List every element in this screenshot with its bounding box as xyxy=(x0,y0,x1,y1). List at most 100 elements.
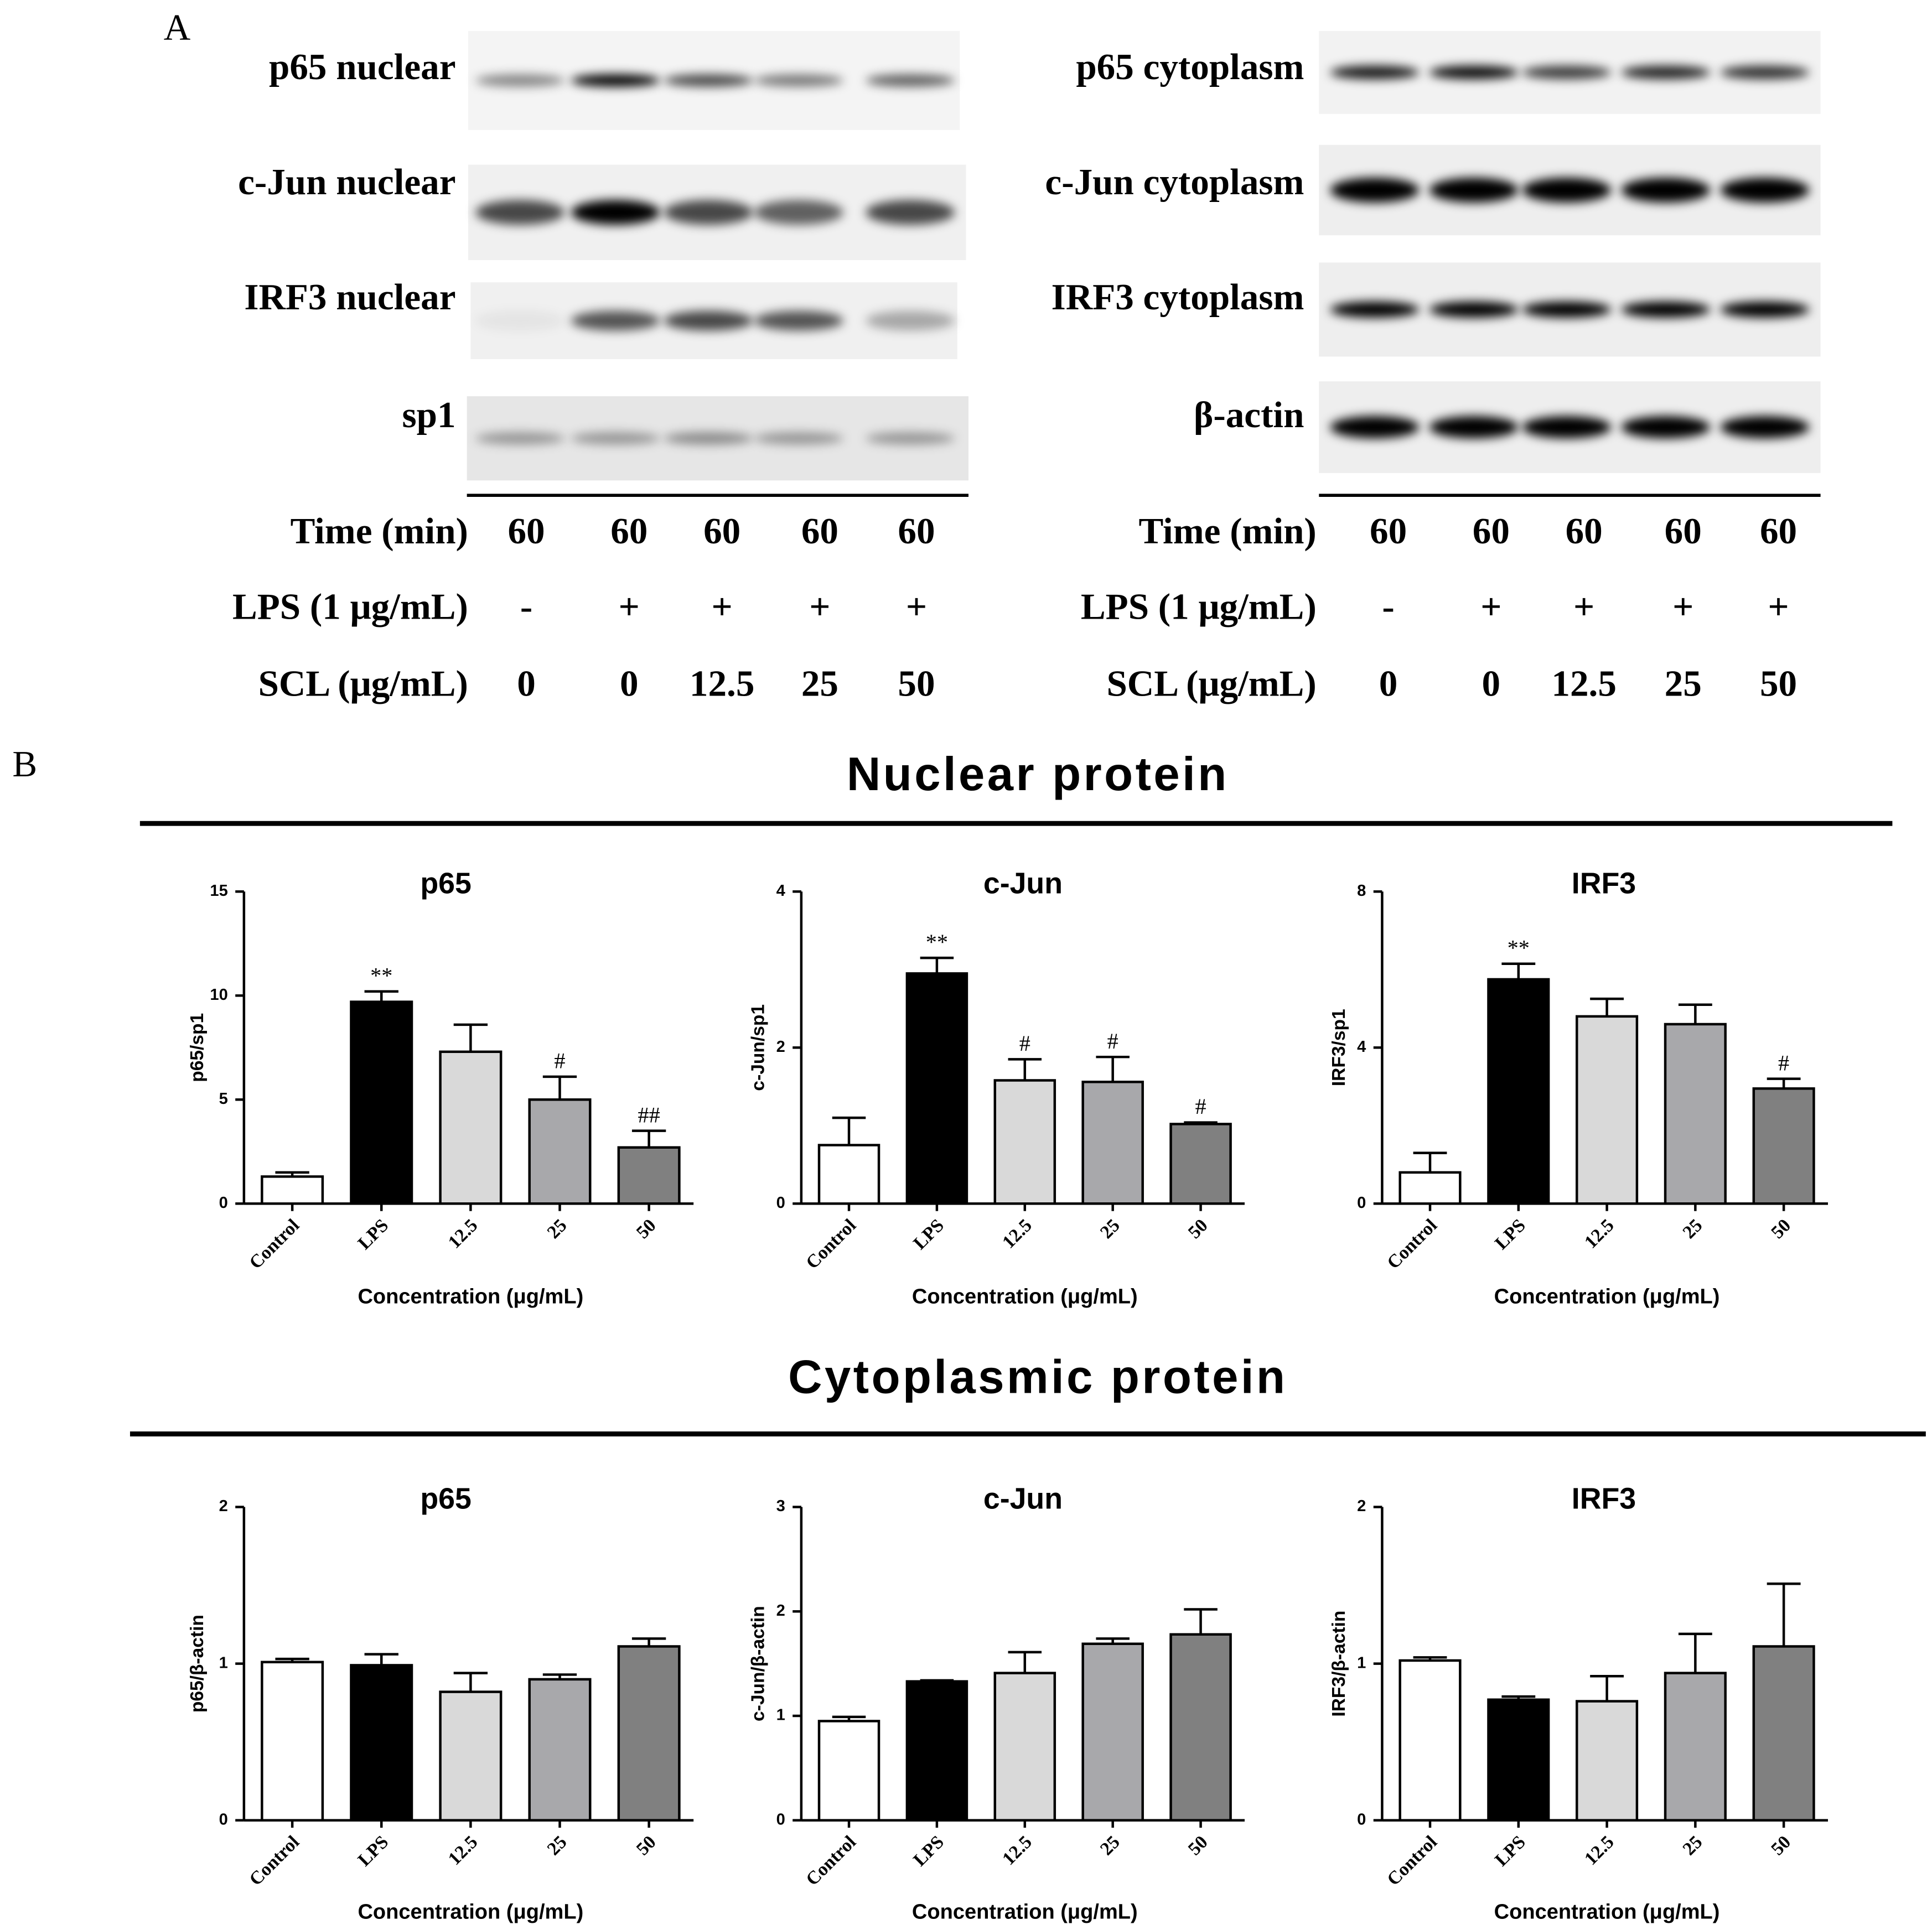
y-tick-label: 1 xyxy=(776,1706,785,1724)
condition-value: 60 xyxy=(1665,510,1702,552)
blot-band xyxy=(754,200,843,225)
y-tick-label: 4 xyxy=(776,882,786,900)
condition-value: + xyxy=(1672,586,1693,627)
significance-label: # xyxy=(554,1049,565,1073)
condition-value: 60 xyxy=(1370,510,1407,552)
bar xyxy=(439,1690,503,1822)
condition-value: 60 xyxy=(703,510,740,552)
bar-chart: IRF3 IRF3/sp1 Concentration (μg/mL) 0 4 8 Cont… xyxy=(1329,867,1829,1308)
condition-value: 25 xyxy=(1665,662,1702,704)
bar-chart: c-Jun c-Jun/sp1 Concentration (μg/mL) 0 2 4 Co… xyxy=(748,867,1245,1308)
panel-label: A xyxy=(164,6,190,48)
bar xyxy=(1081,1081,1144,1205)
bar xyxy=(905,1680,968,1822)
blot-band xyxy=(866,310,955,331)
y-tick-label: 0 xyxy=(1357,1810,1366,1828)
significance-label: # xyxy=(1107,1029,1118,1054)
x-tick-label: Control xyxy=(245,1832,303,1890)
bar xyxy=(1752,1087,1815,1205)
condition-value: 0 xyxy=(517,662,536,704)
condition-value: + xyxy=(1768,586,1789,627)
significance-label: ## xyxy=(638,1102,660,1127)
blot-band xyxy=(1621,301,1711,318)
y-tick-label: 1 xyxy=(1357,1654,1366,1672)
condition-label: SCL (μg/mL) xyxy=(1106,662,1316,704)
bar xyxy=(439,1050,503,1205)
condition-label: LPS (1 μg/mL) xyxy=(232,586,468,627)
y-tick-label: 3 xyxy=(776,1497,785,1515)
blot-band xyxy=(1720,178,1810,203)
blot-band xyxy=(571,432,660,445)
chart-title: c-Jun xyxy=(983,867,1063,900)
y-tick-label: 0 xyxy=(219,1810,228,1828)
condition-label: Time (min) xyxy=(1138,510,1316,552)
x-axis-label: Concentration (μg/mL) xyxy=(912,1901,1138,1924)
x-tick-label: Control xyxy=(1383,1215,1441,1273)
blot-band xyxy=(475,200,565,225)
condition-value: 60 xyxy=(1760,510,1797,552)
blot-band xyxy=(1522,416,1612,439)
bar xyxy=(350,1000,413,1205)
condition-value: + xyxy=(809,586,830,627)
blot-band xyxy=(1522,178,1612,203)
chart-title: p65 xyxy=(420,1482,472,1516)
significance-label: # xyxy=(1019,1031,1030,1056)
condition-value: 0 xyxy=(1482,662,1501,704)
blot-band xyxy=(664,432,753,445)
y-tick-label: 0 xyxy=(219,1194,228,1212)
x-tick-label: Control xyxy=(802,1832,860,1890)
x-tick-label: 50 xyxy=(633,1215,660,1243)
x-axis-label: Concentration (μg/mL) xyxy=(1494,1901,1720,1924)
bar xyxy=(528,1678,592,1822)
x-tick-label: 50 xyxy=(1184,1215,1212,1243)
condition-value: - xyxy=(520,586,532,627)
blot-band xyxy=(1330,416,1420,439)
bar xyxy=(1169,1123,1232,1205)
x-tick-label: 12.5 xyxy=(1581,1215,1618,1253)
condition-value: 60 xyxy=(610,510,648,552)
x-tick-label: LPS xyxy=(354,1832,393,1870)
x-tick-label: 12.5 xyxy=(444,1215,482,1253)
chart-title: p65 xyxy=(420,867,472,900)
blot-band xyxy=(754,74,843,87)
condition-value: + xyxy=(1480,586,1501,627)
condition-value: 12.5 xyxy=(690,662,754,704)
x-tick-label: 25 xyxy=(1679,1832,1707,1859)
bar xyxy=(261,1661,324,1822)
condition-value: 60 xyxy=(898,510,935,552)
blot-band xyxy=(1621,416,1711,439)
x-tick-label: LPS xyxy=(1491,1215,1530,1254)
x-tick-label: 12.5 xyxy=(444,1832,482,1869)
blot-band xyxy=(664,310,753,331)
condition-label: Time (min) xyxy=(291,510,468,552)
blot-band xyxy=(1330,301,1420,318)
bar xyxy=(1487,1698,1550,1822)
bar xyxy=(1081,1642,1144,1822)
blot-band xyxy=(1720,65,1810,80)
y-tick-label: 5 xyxy=(219,1090,228,1108)
blot-band xyxy=(1720,416,1810,439)
condition-value: + xyxy=(712,586,733,627)
condition-value: 60 xyxy=(1473,510,1510,552)
blot-band xyxy=(571,74,660,87)
blot-label: p65 cytoplasm xyxy=(1076,46,1304,87)
blot-band xyxy=(475,74,565,87)
blot-band xyxy=(866,432,955,445)
bar xyxy=(1576,1700,1639,1822)
condition-value: 12.5 xyxy=(1551,662,1616,704)
bar xyxy=(993,1079,1056,1205)
x-tick-label: LPS xyxy=(354,1215,393,1254)
condition-value: 0 xyxy=(1379,662,1398,704)
blot-band xyxy=(1429,416,1519,439)
blot-band xyxy=(664,200,753,225)
x-tick-label: 25 xyxy=(1096,1215,1124,1243)
significance-label: ** xyxy=(370,963,392,988)
bar xyxy=(905,972,968,1205)
y-tick-label: 1 xyxy=(219,1654,228,1672)
x-tick-label: 50 xyxy=(633,1832,660,1859)
blot-label: IRF3 nuclear xyxy=(244,276,455,318)
section-title: Cytoplasmic protein xyxy=(788,1351,1287,1404)
bar xyxy=(261,1175,324,1205)
chart-title: IRF3 xyxy=(1572,1482,1636,1516)
